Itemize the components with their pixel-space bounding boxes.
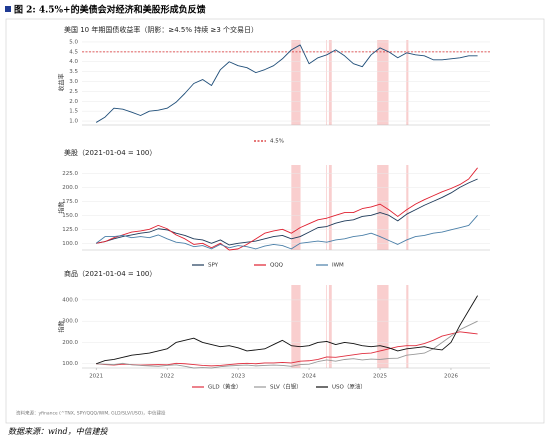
y-tick-label: 2.0 [69,99,78,105]
x-tick-label: 2024 [302,374,316,380]
y-tick-label: 5.0 [69,39,78,45]
y-tick-label: 4.0 [69,59,78,65]
legend-label: IWM [332,263,344,269]
y-tick-label: 150.0 [62,213,78,219]
x-tick-label: 2026 [444,374,458,380]
y-tick-label: 125.0 [62,227,78,233]
panel-title: 商品（2021-01-04 = 100） [64,269,156,278]
shaded-period [377,285,389,368]
shaded-period [377,40,389,125]
y-tick-label: 2.5 [69,89,78,95]
y-tick-label: 100.0 [62,241,78,247]
series-line [96,331,478,367]
y-tick-label: 175.0 [62,199,78,205]
x-tick-label: 2025 [373,374,387,380]
y-tick-label: 1.5 [69,109,78,115]
y-tick-label: 1.0 [69,119,78,125]
y-axis-label: 收益率 [58,73,66,91]
figure-frame [5,18,545,424]
shaded-period [406,285,409,368]
shaded-period [326,165,327,250]
y-tick-label: 200.0 [62,340,78,346]
shaded-period [326,40,327,125]
y-tick-label: 3.5 [69,69,78,75]
shaded-period [328,285,332,368]
shaded-period [291,40,301,125]
shaded-period [406,40,409,125]
shaded-period [291,165,301,250]
series-line [95,215,478,250]
shaded-period [328,40,332,125]
chart-note: 资料来源：yfinance (^TNX, SPY/QQQ/IWM, GLD/SL… [16,410,166,417]
x-tick-label: 2023 [231,374,245,380]
shaded-period [291,285,301,368]
legend-label: GLD（黄金） [208,383,242,391]
shaded-period [406,165,409,250]
y-axis-label: 指数 [58,201,66,213]
shaded-period [377,165,389,250]
legend-label: 4.5% [270,139,284,145]
source: 数据来源：wind，中信建投 [8,427,109,436]
panel-title: 美股（2021-01-04 = 100） [64,148,156,157]
legend-label: QQQ [270,263,284,269]
series-line [96,178,478,246]
series-line [96,295,478,365]
legend-label: USO（原油） [332,383,366,391]
title-marker [5,6,11,12]
legend-label: SLV（白银） [270,383,302,391]
y-tick-label: 3.0 [69,79,78,85]
series-line [95,44,478,123]
x-tick-label: 2021 [89,374,103,380]
legend-label: SPY [208,263,219,269]
y-tick-label: 225.0 [62,171,78,177]
y-tick-label: 200.0 [62,185,78,191]
x-tick-label: 2022 [160,374,174,380]
series-line [96,167,478,251]
y-axis-label: 指数 [58,320,66,332]
y-tick-label: 100.0 [62,361,78,367]
figure-title: 图 2: 4.5%+的美债会对经济和美股形成负反馈 [14,4,206,16]
shaded-period [328,165,332,250]
shaded-period [326,285,327,368]
y-tick-label: 4.5 [69,49,78,55]
panel-title: 美国 10 年期国债收益率（阴影：≥4.5% 持续 ≥3 个交易日） [64,25,258,34]
y-tick-label: 400.0 [62,297,78,303]
series-line [96,320,478,369]
y-tick-label: 300.0 [62,319,78,325]
